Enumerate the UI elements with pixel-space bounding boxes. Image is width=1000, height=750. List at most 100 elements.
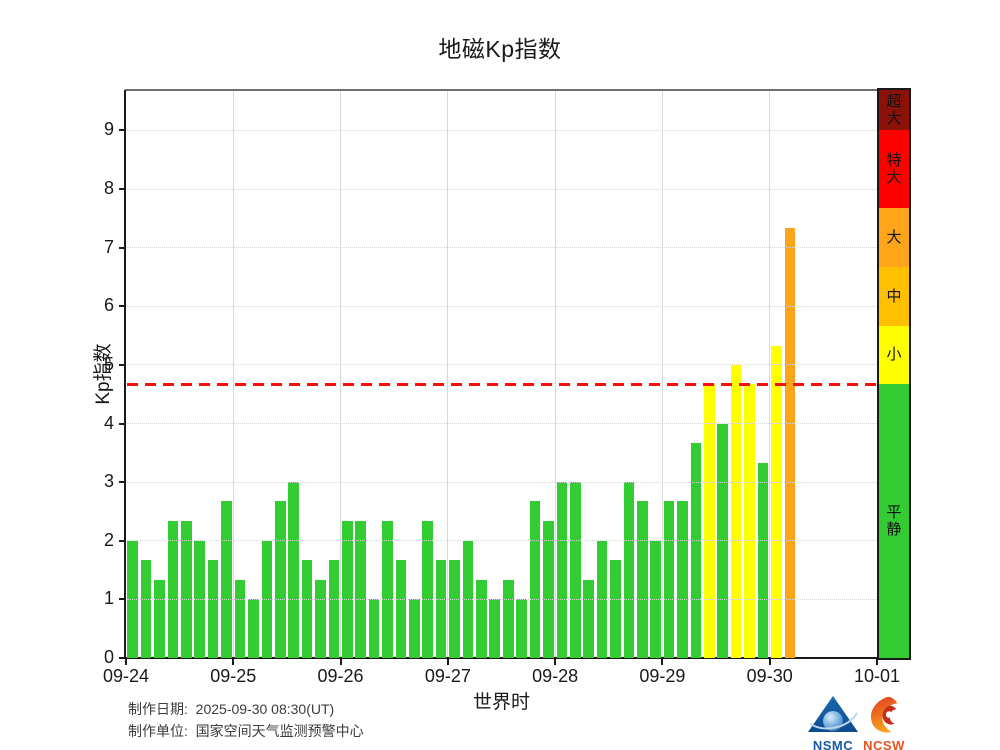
x-tick-label: 09-26 [317,666,364,686]
y-tick-label: 6 [103,295,114,316]
kp-bar [502,580,514,658]
severity-segment-label: 平 [886,504,902,522]
vertical-gridline [769,91,771,657]
kp-bar [341,521,353,658]
kp-bar [449,560,460,658]
y-axis-tick [119,363,126,366]
plot-top-border [125,89,879,91]
kp-bar [382,521,393,658]
severity-segment-label: 大 [886,169,902,187]
kp-bar [663,501,675,658]
severity-segment: 中 [879,267,909,326]
kp-bar [207,560,219,658]
kp-bar [422,521,434,658]
y-tick-label: 3 [103,471,114,492]
horizontal-gridline [127,305,877,307]
horizontal-gridline [127,129,877,131]
kp-bar [234,580,246,658]
kp-bar [435,560,447,658]
production-org-text: 制作单位: 国家空间天气监测预警中心 [128,723,364,739]
vertical-gridline [340,91,342,657]
x-axis-tick [125,659,127,665]
kp-bar [623,482,635,658]
x-tick-label: 09-27 [424,666,471,686]
kp-bar [140,560,152,658]
kp-bar [516,599,527,658]
kp-bar [784,228,796,658]
nsmc-logo-text: NSMC [812,738,854,750]
x-axis-tick [232,659,235,665]
x-tick-label: 09-24 [102,666,150,686]
y-axis-tick [119,539,126,542]
severity-scale-bar: 超大特大大中小平静 [877,88,911,660]
x-axis-tick [661,659,664,665]
severity-segment: 超大 [879,90,909,131]
x-tick-label: 10-01 [853,666,901,686]
horizontal-gridline [127,598,877,600]
vertical-gridline [554,91,556,657]
kp-bar [221,501,232,658]
kp-bar [757,462,769,658]
severity-segment-label: 小 [886,346,902,364]
kp-bar [610,560,621,658]
y-tick-label: 4 [103,412,114,433]
kp-bar [583,580,594,658]
x-axis-tick [339,659,342,665]
y-tick-label: 5 [103,353,114,374]
severity-segment: 小 [879,325,909,385]
kp-bar [744,384,755,658]
severity-segment: 平静 [879,384,909,658]
y-axis-tick [119,657,126,659]
x-tick-label: 09-29 [639,666,686,686]
vertical-gridline [661,91,663,657]
threshold-line [127,382,877,386]
severity-segment-label: 特 [886,152,902,170]
horizontal-gridline [127,540,877,542]
kp-bar [637,501,648,658]
kp-bar [730,364,742,658]
kp-bar [181,521,192,658]
nsmc-logo: NSMC [807,695,859,750]
kp-bar [556,482,568,658]
x-axis-title: 世界时 [472,692,530,713]
vertical-gridline [232,91,234,657]
kp-bar [167,521,179,658]
horizontal-gridline [127,364,877,366]
kp-bar [301,560,313,658]
y-axis-tick [119,129,126,132]
kp-bar [355,521,366,658]
horizontal-gridline [127,188,877,190]
kp-bar [274,501,286,658]
x-axis-tick [446,659,449,665]
kp-bar [771,345,782,658]
nsmc-triangle-globe-icon [808,696,858,732]
kp-bar [476,580,487,658]
horizontal-gridline [127,481,877,483]
y-tick-label: 9 [103,119,114,140]
kp-bar [489,599,501,658]
plot-area [126,90,877,658]
ncsw-logo-text: NCSW [863,738,905,750]
ncsw-logo: NCSW [861,696,907,750]
severity-segment: 特大 [879,130,909,209]
y-axis-tick [119,305,126,308]
x-axis-tick [768,659,771,665]
horizontal-gridline [127,247,877,249]
chart-title: 地磁Kp指数 [438,36,562,62]
ncsw-phoenix-flame-icon [870,696,898,733]
y-tick-label: 1 [103,588,114,609]
kp-bar [288,482,299,658]
severity-segment-label: 大 [886,229,902,247]
severity-segment-label: 大 [886,110,902,128]
x-tick-label: 09-28 [532,666,579,686]
kp-bar [315,580,326,658]
y-tick-label: 2 [103,529,114,550]
kp-bar [248,599,259,658]
y-tick-label: 0 [103,647,114,667]
y-axis-tick [119,481,126,484]
severity-segment-label: 超 [886,93,902,111]
kp-bar [529,501,541,658]
y-axis-tick [119,188,126,191]
kp-bar [569,482,581,658]
